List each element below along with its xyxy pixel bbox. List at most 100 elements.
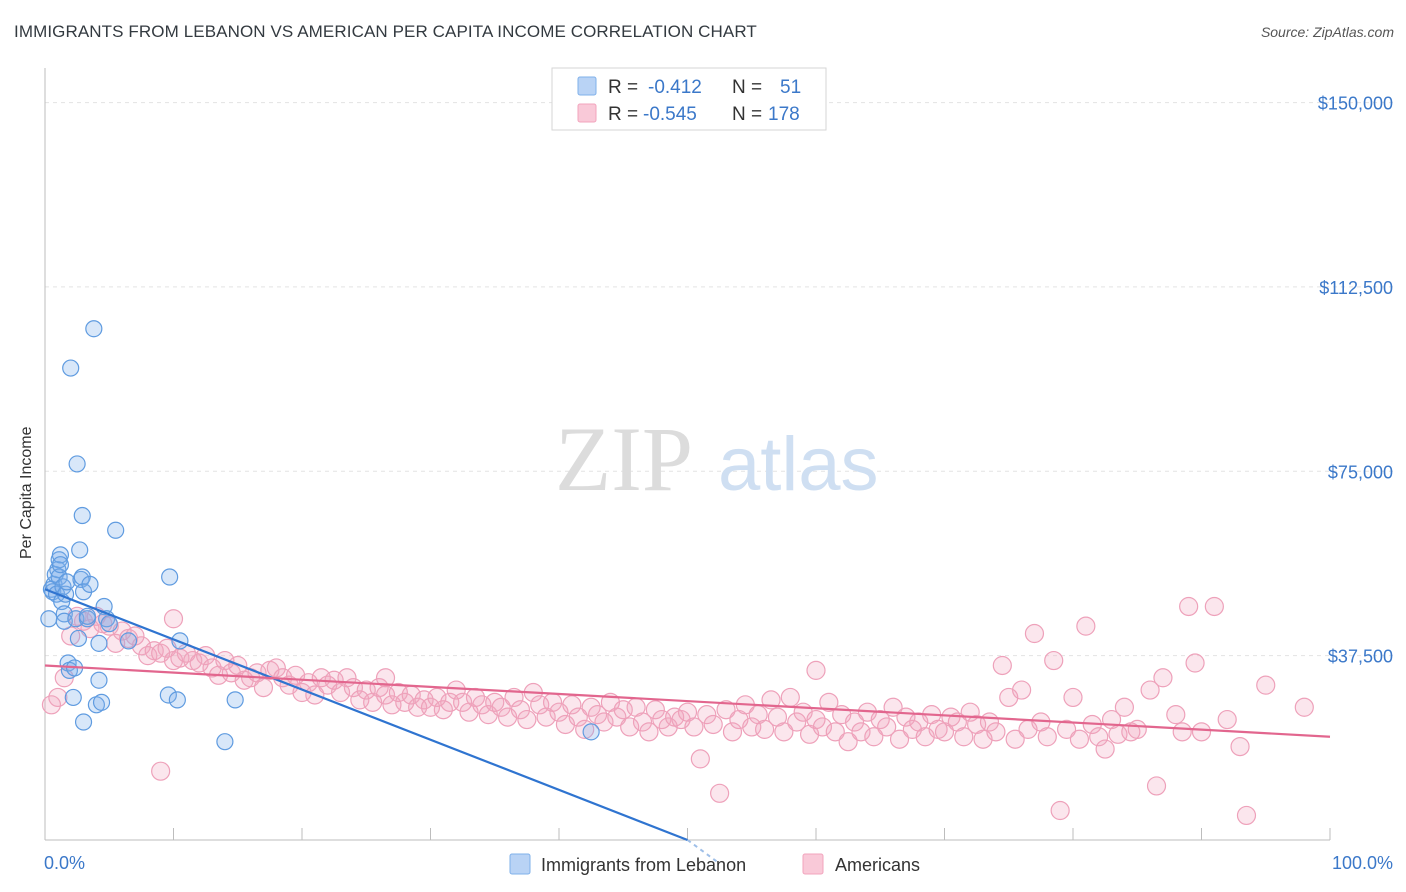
legend-swatch-lebanon [509,853,531,875]
lebanon-point-31 [81,575,99,593]
americans-point-100 [684,717,704,737]
americans-point-172 [1153,668,1173,688]
americans-point-176 [1185,653,1205,673]
americans-point-104 [710,783,730,803]
trend-lines [44,588,1331,863]
x-tick-label-0: 0.0% [44,853,85,873]
americans-point-72 [504,687,524,708]
lebanon-point-33 [78,607,97,625]
grid-layer [45,102,1395,657]
chart-title: IMMIGRANTS FROM LEBANON VS AMERICAN PER … [14,22,757,41]
stats-r-value-2: -0.545 [643,104,697,125]
stats-n-value-1: 51 [780,77,801,98]
americans-point-183 [1294,697,1314,717]
americans-point-153 [1024,623,1045,644]
y-tick-label-2: $112,500 [1319,278,1393,298]
legend-label-lebanon: Immigrants from Lebanon [541,855,746,875]
americans-point-81 [562,695,582,715]
lebanon-point-16 [58,573,76,591]
lebanon-point-24 [69,629,88,648]
stats-swatch-lebanon [577,76,597,96]
americans-point-88 [607,707,627,727]
americans-point-64 [453,692,473,712]
americans-point-1 [48,687,68,708]
americans-point-161 [1076,616,1096,636]
americans-point-33 [253,677,274,698]
americans-point-60 [427,687,447,708]
lebanon-point-47 [168,691,186,709]
lebanon-trend-line [44,588,688,842]
americans-point-121 [819,692,839,712]
lebanon-point-50 [582,723,600,741]
americans-point-120 [812,717,833,737]
americans-point-105 [716,700,736,720]
americans-point-86 [594,712,614,732]
americans-point-169 [1127,719,1147,739]
americans-point-132 [889,729,910,749]
americans-point-125 [844,712,865,732]
americans-point-83 [575,719,595,739]
americans-point-84 [581,697,601,717]
americans-point-158 [1056,719,1077,739]
stats-n-value-2: 178 [768,104,800,125]
americans-point-93 [639,722,659,742]
americans-point-61 [433,700,453,720]
stats-legend-box [551,67,827,131]
y-tick-label-3: $150,000 [1318,94,1393,114]
americans-point-160 [1069,729,1090,749]
americans-point-111 [754,719,775,739]
americans-point-163 [1089,727,1109,747]
lebanon-point-32 [74,713,93,731]
americans-point-156 [1044,650,1064,671]
americans-point-0 [41,695,62,715]
americans-point-173 [1166,705,1186,725]
americans-points [41,596,1314,826]
americans-point-129 [870,709,890,730]
americans-point-85 [587,705,608,725]
americans-point-122 [825,722,845,742]
stats-r-value-1: -0.412 [648,77,702,98]
americans-point-157 [1050,800,1070,821]
americans-point-177 [1191,722,1212,742]
americans-point-102 [697,705,717,725]
americans-point-184 [151,761,171,781]
americans-point-186 [375,668,396,688]
lebanon-point-38 [92,693,111,711]
americans-point-82 [568,707,588,727]
lebanon-point-44 [161,568,179,586]
americans-point-171 [1146,776,1167,796]
legend-label-americans: Americans [835,855,920,875]
americans-point-159 [1063,687,1083,708]
americans-point-115 [780,687,800,708]
lebanon-point-41 [100,615,118,633]
watermark-zip: ZIP [555,408,693,510]
stats-r-label-1: R = [608,77,638,98]
lebanon-point-45 [159,686,177,704]
americans-point-70 [491,697,511,717]
americans-trend-line [44,664,1331,738]
stats-r-label-2: R = [608,104,638,125]
stats-swatch-americans [577,103,597,123]
chart-source: Source: ZipAtlas.com [1260,24,1394,40]
lebanon-point-9 [51,546,70,564]
lebanon-point-19 [62,359,80,377]
americans-point-35 [266,658,286,678]
americans-point-119 [806,709,826,730]
americans-point-142 [954,727,974,747]
lebanon-point-0 [40,610,58,628]
legend-swatch-americans [802,853,824,875]
americans-point-124 [838,732,858,752]
americans-point-170 [1140,680,1160,700]
lebanon-point-23 [68,455,86,473]
lebanon-point-42 [107,521,125,539]
americans-point-94 [645,700,665,720]
americans-point-23 [189,653,209,673]
americans-point-103 [703,714,723,735]
americans-point-101 [690,749,710,769]
lebanon-point-35 [90,634,108,652]
americans-point-130 [877,717,897,737]
americans-point-92 [632,712,653,732]
watermark-atlas: atlas [718,422,879,507]
americans-point-116 [787,712,807,732]
americans-point-150 [1005,729,1025,749]
